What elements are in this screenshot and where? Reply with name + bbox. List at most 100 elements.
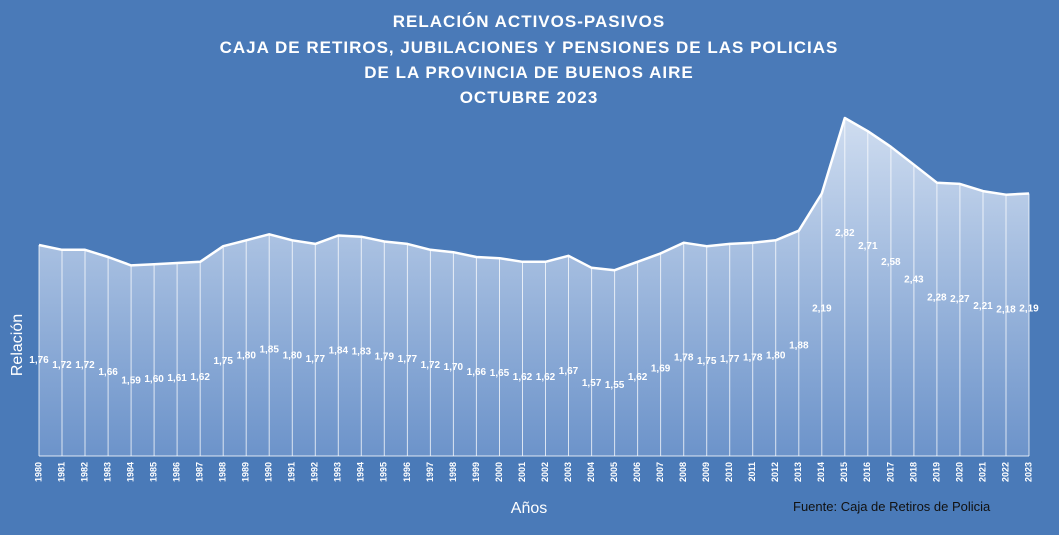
data-label: 1,55 xyxy=(605,380,625,391)
data-label: 1,70 xyxy=(444,362,464,373)
data-label: 1,61 xyxy=(167,373,187,384)
data-label: 1,60 xyxy=(144,374,164,385)
x-tick-label: 2010 xyxy=(724,462,734,482)
x-tick-label: 1981 xyxy=(56,462,66,482)
data-label: 1,85 xyxy=(259,344,279,355)
data-label: 1,78 xyxy=(743,353,763,364)
x-axis-ticks: 1980 1981 1982 1983 1984 1985 1986 1987 1988 1989… xyxy=(33,462,1033,482)
x-tick-label: 2001 xyxy=(517,462,527,482)
x-tick-label: 1988 xyxy=(218,462,228,482)
y-axis-title: Relación xyxy=(9,314,26,376)
x-tick-label: 1996 xyxy=(402,462,412,482)
x-tick-label: 1989 xyxy=(241,462,251,482)
data-label: 1,62 xyxy=(513,372,533,383)
x-tick-label: 1982 xyxy=(79,462,89,482)
x-axis-title: Años xyxy=(511,500,547,517)
data-label: 1,83 xyxy=(352,347,372,358)
data-label: 1,78 xyxy=(674,353,694,364)
x-tick-label: 1998 xyxy=(448,462,458,482)
x-tick-label: 2016 xyxy=(862,462,872,482)
data-label: 2,19 xyxy=(1019,304,1039,315)
x-tick-label: 2020 xyxy=(954,462,964,482)
data-label: 1,75 xyxy=(697,356,717,367)
data-label: 2,28 xyxy=(927,293,947,304)
data-label: 1,88 xyxy=(789,341,809,352)
data-label: 2,43 xyxy=(904,275,924,286)
x-tick-label: 1980 xyxy=(33,462,43,482)
data-label: 1,77 xyxy=(398,354,418,365)
area-fill xyxy=(39,118,1029,456)
data-label: 1,80 xyxy=(283,350,303,361)
data-label: 1,62 xyxy=(536,372,556,383)
data-label: 2,71 xyxy=(858,241,878,252)
x-tick-label: 2012 xyxy=(770,462,780,482)
x-tick-label: 2005 xyxy=(609,462,619,482)
data-label: 2,18 xyxy=(996,305,1016,316)
x-tick-label: 2002 xyxy=(540,462,550,482)
data-label: 1,84 xyxy=(329,346,349,357)
chart-title: RELACIÓN ACTIVOS-PASIVOS CAJA DE RETIROS… xyxy=(220,12,838,107)
x-tick-label: 1986 xyxy=(171,462,181,482)
x-tick-label: 2007 xyxy=(655,462,665,482)
data-label: 1,76 xyxy=(29,355,49,366)
data-label: 2,27 xyxy=(950,294,970,305)
data-label: 1,72 xyxy=(75,360,95,371)
x-tick-label: 1999 xyxy=(471,462,481,482)
data-label: 2,58 xyxy=(881,257,901,268)
data-label: 1,80 xyxy=(766,350,786,361)
x-tick-label: 2006 xyxy=(632,462,642,482)
data-label: 1,66 xyxy=(98,367,118,378)
x-tick-label: 1987 xyxy=(195,462,205,482)
x-tick-label: 2017 xyxy=(885,462,895,482)
x-tick-label: 1985 xyxy=(148,462,158,482)
x-tick-label: 1994 xyxy=(356,462,366,482)
x-tick-label: 2003 xyxy=(563,462,573,482)
x-tick-label: 2011 xyxy=(747,462,757,482)
data-label: 1,80 xyxy=(236,350,256,361)
chart-title-line-3: DE LA PROVINCIA DE BUENOS AIRE xyxy=(364,63,693,82)
data-label: 1,77 xyxy=(306,354,326,365)
data-label: 1,72 xyxy=(52,360,72,371)
x-tick-label: 2015 xyxy=(839,462,849,482)
data-label: 1,79 xyxy=(375,352,395,363)
data-label: 1,72 xyxy=(421,360,441,371)
chart-title-line-1: RELACIÓN ACTIVOS-PASIVOS xyxy=(393,12,665,31)
x-tick-label: 2021 xyxy=(977,462,987,482)
data-label: 2,82 xyxy=(835,228,855,239)
x-tick-label: 1997 xyxy=(425,462,435,482)
data-label: 2,21 xyxy=(973,301,993,312)
data-label: 1,69 xyxy=(651,363,671,374)
data-label: 1,67 xyxy=(559,366,579,377)
chart-title-line-4: OCTUBRE 2023 xyxy=(460,88,599,107)
x-tick-label: 2023 xyxy=(1023,462,1033,482)
source-note: Fuente: Caja de Retiros de Policia xyxy=(793,499,991,514)
x-tick-label: 1984 xyxy=(125,462,135,482)
data-label: 1,75 xyxy=(213,356,233,367)
x-tick-label: 2008 xyxy=(678,462,688,482)
x-tick-label: 2014 xyxy=(816,462,826,482)
x-tick-label: 2000 xyxy=(494,462,504,482)
data-label: 1,66 xyxy=(467,367,487,378)
x-tick-label: 1991 xyxy=(287,462,297,482)
x-tick-label: 2018 xyxy=(908,462,918,482)
plot-area xyxy=(38,116,1030,457)
x-tick-label: 2009 xyxy=(701,462,711,482)
data-label: 1,65 xyxy=(490,368,510,379)
x-tick-label: 1990 xyxy=(264,462,274,482)
x-tick-label: 1992 xyxy=(310,462,320,482)
data-label: 1,57 xyxy=(582,378,602,389)
data-label: 1,62 xyxy=(628,372,648,383)
x-tick-label: 2022 xyxy=(1000,462,1010,482)
data-label: 1,62 xyxy=(190,372,210,383)
series-line xyxy=(38,116,1030,272)
x-tick-label: 1993 xyxy=(333,462,343,482)
x-tick-label: 1983 xyxy=(102,462,112,482)
data-labels: 1,76 1,72 1,721,661,59 1,60 1,61 1,621,751,80… xyxy=(29,228,1039,391)
data-label: 1,77 xyxy=(720,354,740,365)
x-tick-label: 1995 xyxy=(379,462,389,482)
data-label: 1,59 xyxy=(121,375,141,386)
x-tick-label: 2013 xyxy=(793,462,803,482)
x-tick-label: 2004 xyxy=(586,462,596,482)
